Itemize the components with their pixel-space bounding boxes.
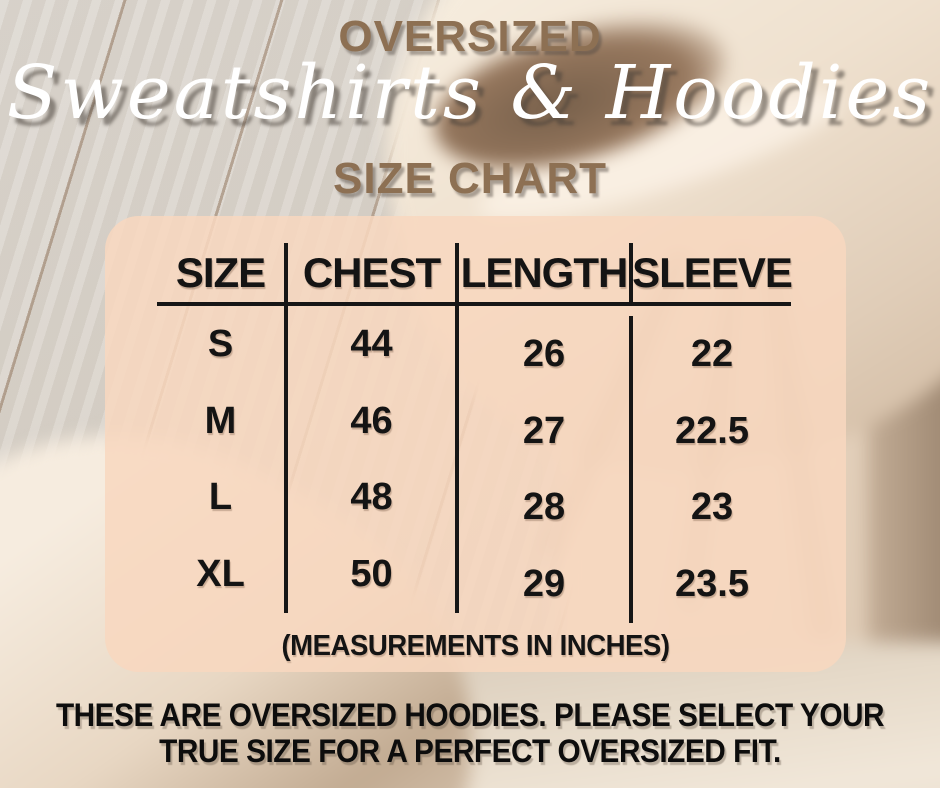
column-header-size: SIZE: [157, 243, 288, 306]
cell-chest-xl: 50: [288, 536, 459, 613]
column-header-length: LENGTH: [459, 243, 633, 306]
footer-note: THESE ARE OVERSIZED HOODIES. PLEASE SELE…: [0, 697, 940, 769]
footer-line-1: THESE ARE OVERSIZED HOODIES. PLEASE SELE…: [55, 697, 885, 733]
cell-sleeve-s: 22: [690, 332, 734, 375]
cell-chest-m: 46: [288, 382, 459, 460]
cell-sleeve-m: 22.5: [675, 409, 749, 452]
footer-line-2: TRUE SIZE FOR A PERFECT OVERSIZED FIT.: [159, 733, 781, 770]
cell-size-m: M: [157, 382, 288, 460]
cell-size-s: S: [157, 306, 288, 383]
cell-chest-s: 44: [288, 306, 459, 383]
cell-sleeve-xl: 23.5: [675, 563, 749, 606]
title-oversized: OVERSIZED: [338, 12, 602, 61]
title-size-chart: SIZE CHART: [333, 154, 607, 203]
size-chart-panel: SIZE CHEST LENGTH SLEEVE S 44 26 22 M 46…: [105, 216, 846, 672]
cell-chest-l: 48: [288, 459, 459, 537]
cell-length-m: 27: [459, 392, 633, 470]
cell-size-xl: XL: [157, 536, 288, 613]
cell-length-xl: 29: [459, 546, 633, 623]
measurements-note: (MEASUREMENTS IN INCHES): [281, 630, 670, 662]
cell-length-l: 28: [459, 469, 633, 547]
cell-length-s: 26: [459, 316, 633, 393]
column-header-chest: CHEST: [288, 243, 459, 306]
title-script: Sweatshirts & Hoodies: [6, 50, 934, 136]
cell-size-l: L: [157, 459, 288, 537]
cell-sleeve-l: 23: [690, 486, 734, 529]
column-header-sleeve: SLEEVE: [632, 243, 793, 306]
size-table: SIZE CHEST LENGTH SLEEVE S 44 26 22 M 46…: [157, 243, 793, 623]
